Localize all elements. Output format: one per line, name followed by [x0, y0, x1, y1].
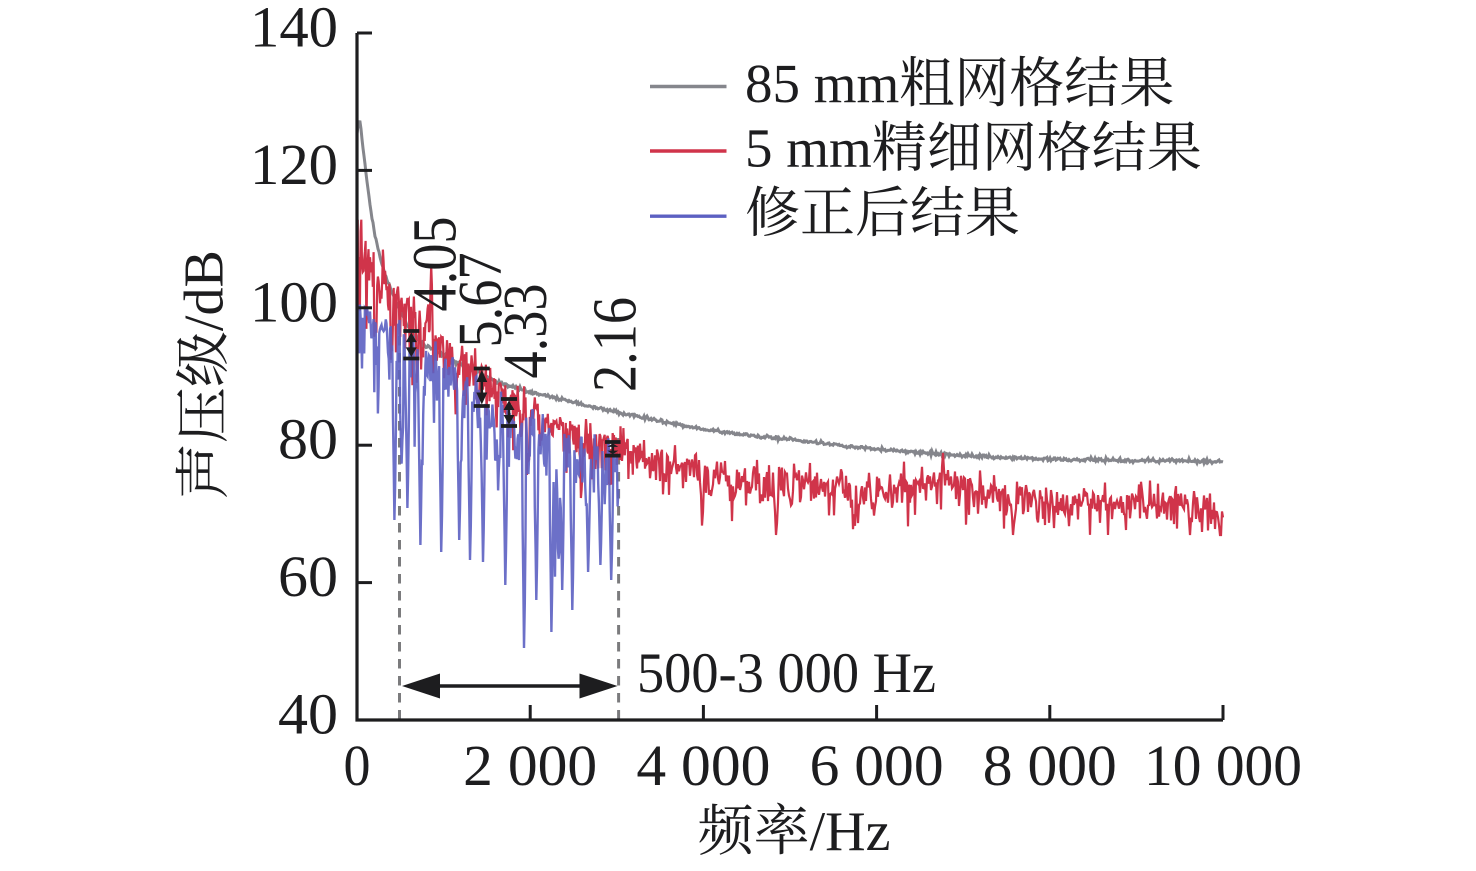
- svg-text:85 mm: 85 mm: [745, 53, 899, 114]
- svg-text:10 000: 10 000: [1144, 733, 1302, 798]
- svg-text:4.05: 4.05: [402, 217, 470, 312]
- svg-text:6 000: 6 000: [810, 733, 944, 798]
- svg-text:40: 40: [278, 682, 338, 747]
- svg-text:/dB: /dB: [174, 250, 236, 331]
- svg-text:100: 100: [250, 269, 338, 334]
- svg-text:8 000: 8 000: [983, 733, 1117, 798]
- svg-text:500-3 000 Hz: 500-3 000 Hz: [637, 642, 936, 705]
- svg-text:/Hz: /Hz: [810, 801, 891, 863]
- svg-text:0: 0: [344, 733, 371, 798]
- svg-text:2.16: 2.16: [582, 297, 650, 392]
- svg-text:120: 120: [250, 132, 338, 197]
- svg-text:2 000: 2 000: [463, 733, 597, 798]
- svg-text:80: 80: [278, 407, 338, 472]
- svg-text:4.33: 4.33: [492, 284, 560, 379]
- svg-text:4 000: 4 000: [636, 733, 770, 798]
- svg-text:5.67: 5.67: [447, 253, 515, 348]
- svg-text:140: 140: [250, 0, 338, 60]
- svg-text:5 mm: 5 mm: [745, 118, 872, 179]
- svg-text:60: 60: [278, 544, 338, 609]
